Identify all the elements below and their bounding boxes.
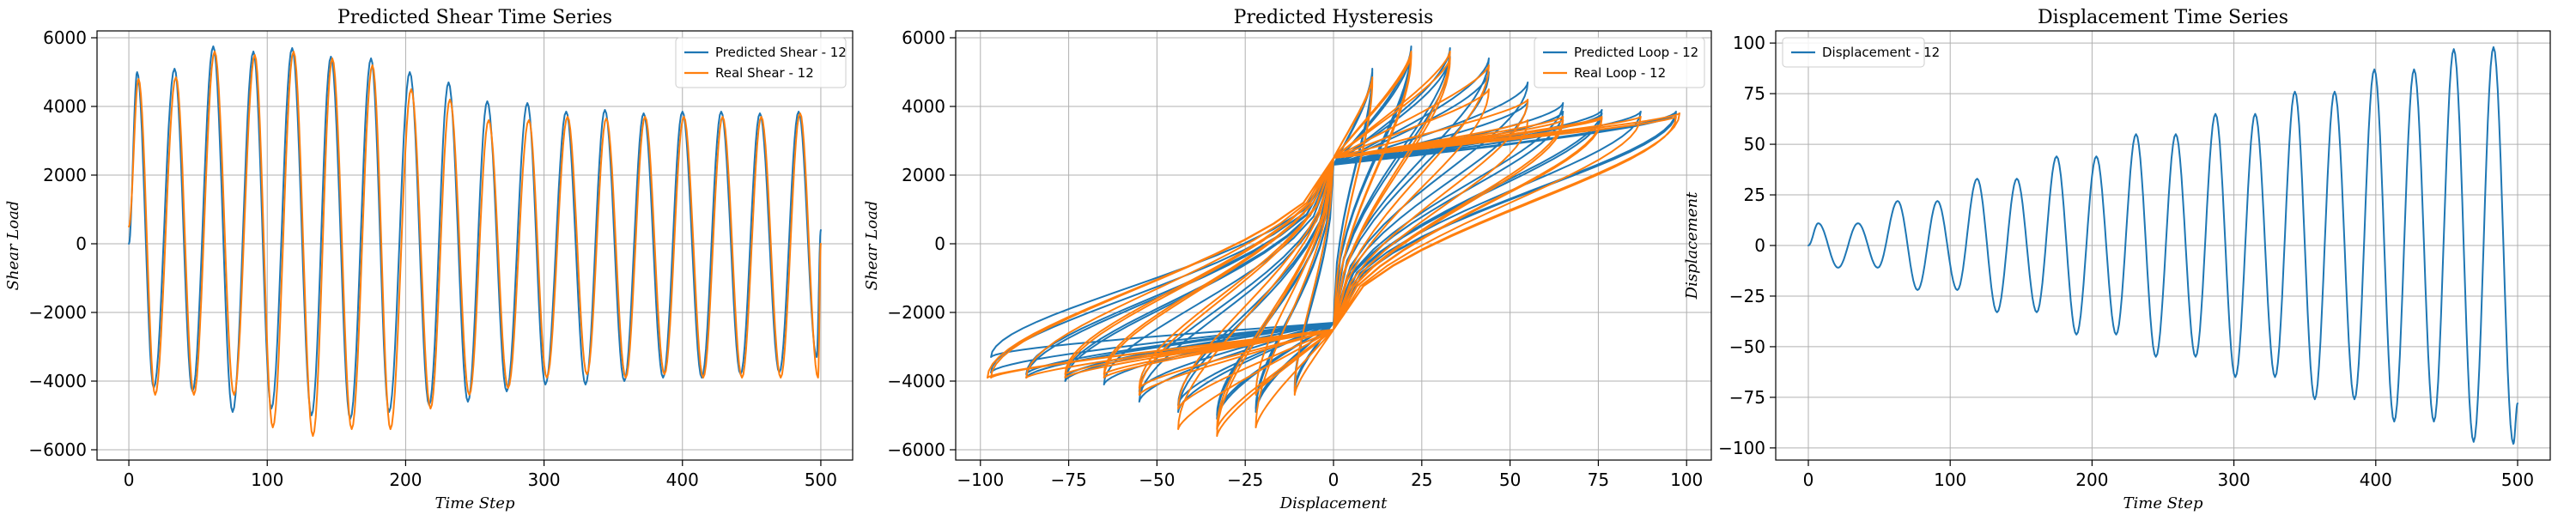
y-tick-label: −2000 [28, 302, 87, 323]
y-tick-label: 25 [1744, 185, 1765, 205]
y-axis-label: Displacement [1683, 191, 1701, 300]
chart-shear: 0 100 200 300 400 500 −6000 −4000 −2000 0 2000 4000… [4, 7, 854, 512]
series-line-2 [987, 51, 1680, 437]
series-group [1807, 45, 2518, 445]
legend-box [675, 37, 847, 88]
legend-box [1534, 37, 1705, 88]
x-axis-label: Time Step [2123, 494, 2203, 512]
x-tick-label: −75 [1050, 470, 1086, 490]
x-tick-label: 500 [2501, 470, 2534, 490]
y-tick-label: 0 [1754, 235, 1765, 256]
x-tick-label: 300 [2218, 470, 2251, 490]
series-group [987, 45, 1680, 437]
x-tick-label: 0 [1328, 470, 1340, 490]
x-tick-label: 25 [1411, 470, 1432, 490]
x-tick-label: 50 [1499, 470, 1521, 490]
y-tick-label: 50 [1744, 134, 1765, 154]
legend: Predicted Loop - 12 Real Loop - 12 [1534, 37, 1705, 88]
x-tick-label: −50 [1139, 470, 1175, 490]
series-group [128, 45, 822, 437]
y-tick-label: 6000 [902, 27, 945, 48]
x-tick-label: −100 [957, 470, 1004, 490]
x-tick-label: 0 [1803, 470, 1814, 490]
y-tick-label: −4000 [28, 371, 87, 391]
x-tick-label: 300 [527, 470, 560, 490]
x-tick-label: 75 [1588, 470, 1609, 490]
y-tick-label: 0 [76, 233, 87, 254]
x-tick-label: 200 [389, 470, 422, 490]
y-tick-label: −4000 [887, 371, 945, 391]
x-tick-label: 100 [1934, 470, 1966, 490]
chart-hysteresis: −100 −75 −50 −25 0 25 50 75 100 −6000 −4000 −2000 0 2… [863, 7, 1712, 512]
chart-title: Predicted Hysteresis [1234, 7, 1434, 28]
y-axis-label: Shear Load [4, 201, 22, 291]
chart-displacement: 0 100 200 300 400 500 −100 −75 −50 −25 0 25 50 75 100 D… [1683, 7, 2551, 512]
y-tick-label: −75 [1729, 387, 1765, 408]
x-tick-label: 200 [2075, 470, 2108, 490]
y-tick-label: 6000 [43, 27, 87, 48]
x-tick-label: 100 [1670, 470, 1703, 490]
series-line-1 [1807, 45, 2518, 445]
x-axis-label: Displacement [1279, 494, 1388, 512]
y-tick-label: 0 [934, 233, 945, 254]
y-tick-label: −100 [1718, 438, 1765, 458]
legend-entry: Real Shear - 12 [715, 65, 814, 81]
x-tick-label: 100 [251, 470, 283, 490]
y-tick-label: 4000 [43, 96, 87, 117]
legend-entry: Real Loop - 12 [1574, 65, 1666, 81]
legend-entry: Predicted Shear - 12 [715, 45, 847, 60]
axes-frame [96, 30, 854, 461]
y-tick-label: 75 [1744, 83, 1765, 104]
y-tick-label: −25 [1729, 286, 1765, 306]
y-tick-label: −6000 [887, 439, 945, 460]
y-tick-label: 100 [1733, 33, 1765, 53]
x-tick-label: 400 [666, 470, 699, 490]
x-tick-label: −25 [1227, 470, 1263, 490]
x-tick-label: 400 [2360, 470, 2392, 490]
y-tick-label: −6000 [28, 439, 87, 460]
y-tick-label: 2000 [43, 165, 87, 185]
x-axis-label: Time Step [435, 494, 515, 512]
x-tick-label: 500 [805, 470, 837, 490]
y-tick-label: −2000 [887, 302, 945, 323]
legend-entry: Predicted Loop - 12 [1574, 45, 1698, 60]
legend-box [1782, 37, 1925, 68]
chart-title: Predicted Shear Time Series [337, 7, 612, 28]
legend: Displacement - 12 [1782, 37, 1940, 68]
chart-title: Displacement Time Series [2038, 7, 2288, 28]
y-tick-label: 4000 [902, 96, 945, 117]
y-tick-label: −50 [1729, 336, 1765, 357]
series-line-2 [128, 51, 822, 437]
series-line-1 [128, 45, 822, 420]
x-tick-label: 0 [124, 470, 135, 490]
y-axis-label: Shear Load [863, 201, 881, 291]
legend: Predicted Shear - 12 Real Shear - 12 [675, 37, 847, 88]
y-tick-label: 2000 [902, 165, 945, 185]
legend-entry: Displacement - 12 [1822, 45, 1940, 60]
